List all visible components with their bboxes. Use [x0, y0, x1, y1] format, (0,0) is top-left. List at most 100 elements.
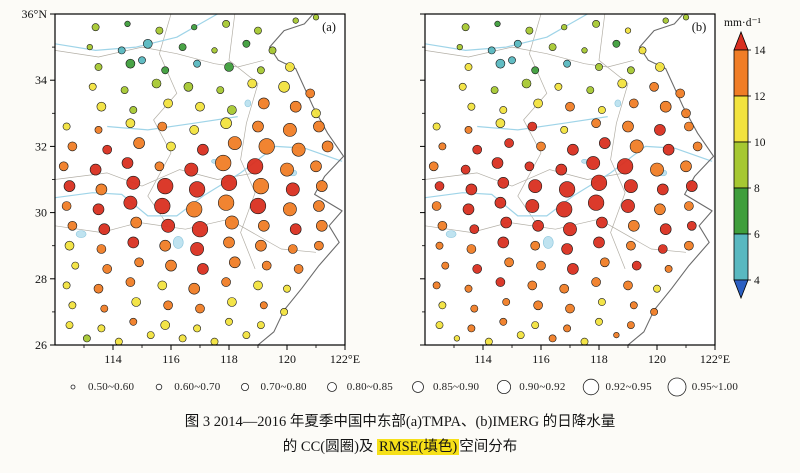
- station-point: [89, 163, 102, 176]
- station-point: [64, 240, 75, 251]
- station-point: [624, 179, 638, 193]
- station-point: [178, 43, 187, 51]
- map-panel-a: 114 116 118 120 122°E 36°N 34 32 30 28 26 (a): [22, 7, 361, 366]
- station-point: [659, 100, 672, 113]
- station-point: [460, 164, 471, 175]
- station-point: [516, 331, 525, 339]
- legend-label: 0.70~0.80: [260, 381, 307, 393]
- coastline: [627, 14, 715, 345]
- station-point: [259, 301, 268, 310]
- lake-shape: [172, 236, 184, 249]
- station-point: [462, 203, 475, 216]
- colorbar-arrow-top: [733, 30, 749, 51]
- station-point: [438, 142, 447, 151]
- station-point: [622, 120, 634, 133]
- legend-label: 0.92~0.95: [605, 381, 652, 393]
- station-point: [432, 281, 441, 290]
- station-point: [596, 216, 608, 229]
- station-point: [655, 62, 665, 72]
- station-point: [186, 201, 203, 218]
- station-point: [311, 108, 321, 119]
- station-point: [114, 337, 123, 345]
- station-point: [654, 203, 666, 216]
- x-tick-label: 120: [278, 352, 296, 366]
- station-point: [63, 180, 76, 192]
- x-tick-label: 116: [162, 352, 180, 366]
- station-point: [494, 20, 501, 28]
- station-point: [67, 221, 78, 231]
- map-background: [55, 14, 345, 345]
- station-point: [310, 160, 322, 173]
- station-point: [252, 178, 269, 195]
- legend-circle-icon: [582, 378, 599, 396]
- colorbar-tick-label: 8: [754, 183, 760, 195]
- station-point: [247, 158, 264, 175]
- x-tick-label: 122°E: [330, 352, 360, 366]
- station-point: [464, 63, 473, 71]
- station-point: [681, 108, 691, 119]
- station-point: [650, 307, 658, 316]
- cc-legend: 0.50~0.60 0.60~0.70 0.70~0.80 0.80~0.85 0.85…: [2, 374, 798, 400]
- coastline: [257, 14, 345, 345]
- station-point: [469, 224, 480, 234]
- river-line: [477, 116, 608, 131]
- station-point: [684, 240, 694, 251]
- station-point: [154, 197, 171, 215]
- station-point: [586, 156, 601, 170]
- lake-shape: [614, 99, 622, 108]
- station-point: [321, 140, 334, 153]
- station-point: [434, 181, 445, 191]
- station-point: [626, 240, 636, 251]
- station-point: [138, 56, 146, 65]
- station-point: [495, 277, 506, 287]
- station-point: [464, 125, 473, 134]
- station-point: [242, 39, 251, 48]
- y-tick-label: 30: [35, 206, 47, 220]
- map-background: [425, 14, 715, 345]
- station-point: [193, 324, 201, 333]
- station-point: [163, 300, 173, 311]
- station-point: [664, 264, 673, 273]
- x-tick-label: 116: [532, 352, 550, 366]
- station-point: [65, 321, 74, 329]
- x-tick-label: 114: [474, 352, 492, 366]
- station-point: [154, 161, 165, 172]
- station-point: [143, 38, 153, 49]
- station-point: [184, 162, 199, 177]
- station-point: [554, 82, 563, 91]
- station-point: [165, 259, 177, 272]
- station-point: [218, 194, 235, 211]
- station-point: [249, 197, 267, 215]
- station-point: [191, 24, 198, 31]
- station-point: [499, 317, 508, 326]
- station-point: [631, 260, 642, 271]
- station-point: [166, 141, 176, 152]
- station-point: [465, 183, 478, 196]
- station-point: [227, 136, 242, 150]
- station-point: [559, 283, 570, 294]
- x-tick-label: 118: [590, 352, 608, 366]
- station-point: [654, 124, 666, 136]
- station-point: [624, 27, 632, 34]
- station-point: [225, 317, 233, 326]
- x-tick-label: 114: [104, 352, 122, 366]
- station-point: [125, 277, 136, 287]
- station-point: [160, 320, 170, 330]
- station-point: [565, 303, 575, 314]
- station-point: [692, 141, 703, 152]
- station-point: [536, 260, 546, 271]
- station-point: [662, 143, 675, 156]
- station-point: [183, 82, 194, 92]
- colorbar-tick-label: 12: [754, 91, 766, 103]
- station-point: [587, 194, 605, 211]
- station-point: [458, 82, 467, 91]
- station-point: [100, 304, 109, 313]
- station-point: [312, 14, 320, 21]
- station-point: [487, 46, 496, 55]
- station-point: [591, 277, 601, 287]
- caption-line2-prefix: 的 CC(圆圈)及: [282, 439, 378, 456]
- station-point: [283, 284, 291, 293]
- legend-label: 0.60~0.70: [174, 381, 221, 393]
- lake-shape: [75, 230, 87, 238]
- lake-shape: [244, 99, 252, 108]
